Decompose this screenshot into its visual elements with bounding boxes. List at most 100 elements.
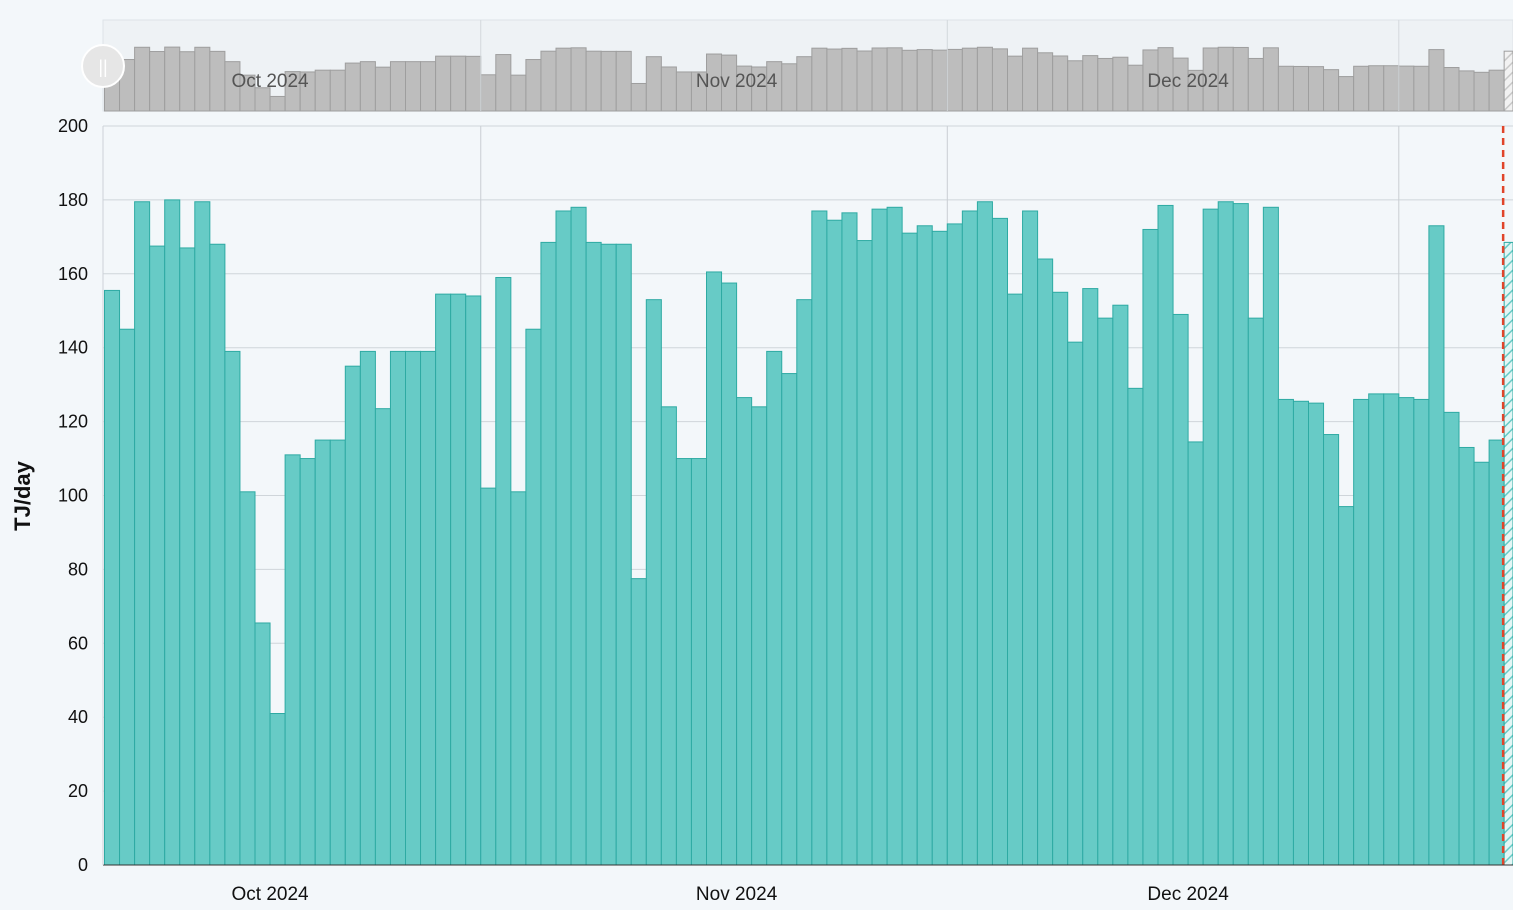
bar: [1127, 387, 1144, 866]
navigator-bar: [450, 55, 467, 112]
bar: [1398, 397, 1415, 866]
navigator-bar: [1458, 70, 1475, 112]
bar: [1112, 304, 1129, 866]
bar: [916, 225, 933, 866]
bar: [269, 713, 286, 866]
bar: [901, 232, 918, 866]
navigator-bar: [585, 50, 602, 112]
bar: [1022, 210, 1039, 866]
bar: [811, 210, 828, 866]
navigator-bar: [1262, 47, 1279, 112]
bar: [1232, 203, 1249, 866]
navigator-bar: [1428, 49, 1445, 112]
navigator-bar: [1368, 65, 1385, 112]
y-tick-label: 20: [68, 781, 88, 801]
navigator-bar: [615, 50, 632, 112]
y-tick-label: 120: [58, 412, 88, 432]
navigator-bar: [976, 46, 993, 112]
bar: [781, 373, 798, 866]
bar: [630, 578, 647, 866]
bar: [1383, 393, 1400, 866]
navigator-bar: [269, 95, 286, 112]
x-tick-label: Dec 2024: [1147, 884, 1229, 905]
navigator-bar: [405, 61, 422, 112]
navigator-handle[interactable]: ||: [81, 44, 125, 88]
navigator-bar: [1037, 52, 1054, 112]
x-axis-ticks: Oct 2024 Nov 2024 Dec 2024: [231, 884, 1229, 905]
pause-icon[interactable]: ||: [98, 57, 107, 77]
navigator-bar: [600, 50, 617, 112]
bar: [976, 201, 993, 866]
navigator-bar: [1338, 76, 1355, 112]
bar: [1007, 293, 1024, 866]
bar: [359, 350, 376, 866]
bar: [1082, 288, 1099, 866]
bar: [600, 243, 617, 866]
bar: [871, 208, 888, 866]
navigator-bar: [389, 61, 407, 112]
bar: [420, 350, 437, 866]
y-tick-label: 140: [58, 338, 88, 358]
navigator-bar: [946, 48, 963, 112]
navigator-bar: [194, 46, 211, 112]
bar: [254, 622, 271, 866]
bar: [690, 458, 708, 866]
navigator-bar: [1097, 57, 1114, 112]
navigator-bar: [781, 63, 798, 112]
bar: [1488, 439, 1505, 866]
y-tick-label: 200: [58, 116, 88, 136]
bar: [1217, 201, 1234, 866]
navigator-bar: [420, 61, 437, 112]
navigator-month-label: Dec 2024: [1147, 71, 1229, 92]
navigator-bar: [1323, 69, 1340, 112]
bar: [721, 282, 738, 866]
bar: [1157, 204, 1174, 866]
x-tick-label: Nov 2024: [696, 884, 778, 905]
bar: [179, 247, 196, 866]
y-tick-label: 60: [68, 633, 88, 653]
navigator-bar: [856, 50, 873, 112]
bar: [1292, 400, 1309, 866]
navigator-bar: [1232, 46, 1249, 112]
bar: [1142, 228, 1159, 866]
bar: [495, 276, 512, 866]
navigator-bar: [886, 47, 903, 112]
y-tick-label: 40: [68, 707, 88, 727]
y-tick-label: 0: [78, 855, 88, 875]
bar: [329, 439, 346, 866]
navigator-bar: [1383, 65, 1400, 112]
navigator-bar: [1292, 65, 1309, 112]
bar: [1428, 225, 1445, 866]
navigator-handle-circle[interactable]: [81, 44, 125, 88]
navigator-month-label: Nov 2024: [696, 71, 778, 92]
bar: [104, 289, 121, 866]
bar: [540, 241, 557, 866]
navigator-bar: [495, 54, 512, 112]
bar: [405, 350, 422, 866]
navigator-bar: [374, 66, 391, 112]
navigator-bar: [1127, 64, 1144, 112]
bar: [645, 299, 662, 866]
bar: [1443, 411, 1460, 866]
bar: [480, 487, 497, 866]
navigator-bar: [480, 74, 497, 112]
navigator-bar: [149, 51, 166, 112]
bar: [1262, 206, 1279, 866]
bar: [675, 458, 692, 866]
bar: [1413, 398, 1430, 866]
navigator[interactable]: Oct 2024 Nov 2024 Dec 2024 ||: [81, 19, 1513, 112]
plot-area: 0 20 40 60 80 100 120 140 160 180 200 Oct 2024 Nov …: [10, 116, 1513, 905]
navigator-bar: [525, 59, 542, 112]
y-tick-label: 160: [58, 264, 88, 284]
navigator-bar: [1503, 50, 1513, 112]
navigator-bar: [826, 48, 843, 112]
navigator-bar: [1007, 55, 1024, 112]
bar: [1067, 341, 1084, 866]
bar: [1247, 317, 1264, 866]
navigator-bar: [630, 82, 647, 112]
navigator-bar: [1308, 66, 1325, 112]
navigator-bar: [555, 47, 572, 112]
bar: [134, 201, 151, 866]
navigator-gridlines: [480, 20, 1400, 111]
